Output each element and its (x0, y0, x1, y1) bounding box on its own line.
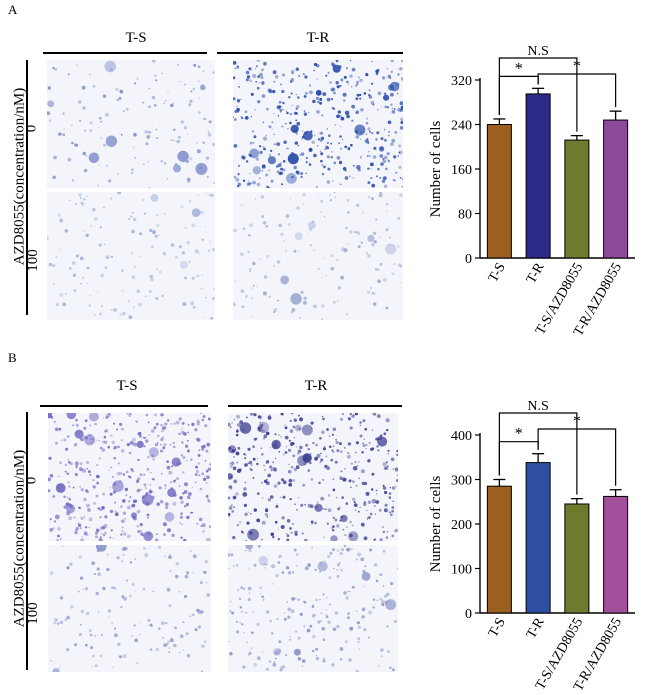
significance-label: * (573, 413, 581, 430)
y-tick-label: 160 (451, 163, 472, 178)
y-tick-label: 0 (465, 607, 472, 622)
significance-label: * (515, 426, 523, 443)
row-label-100-a: 100 (24, 249, 41, 272)
micrograph-b-ts-100 (48, 545, 211, 672)
micrograph-b-tr-0 (228, 413, 398, 541)
bar (525, 93, 551, 259)
y-axis-title: Number of cells (428, 121, 444, 218)
panel-letter-a: A (8, 2, 18, 17)
panel-letter-b: B (8, 350, 17, 365)
micrograph-b-tr-100 (228, 545, 398, 672)
col-label-tr-a: T-R (306, 30, 330, 46)
bar (564, 503, 590, 614)
x-tick-label: T-S (486, 616, 509, 641)
x-tick-label: T-R (524, 260, 548, 286)
y-axis-title: Number of cells (428, 476, 444, 573)
bar (603, 119, 629, 259)
bar (486, 485, 512, 614)
significance-label: * (515, 60, 523, 77)
y-tick-label: 400 (451, 429, 472, 444)
significance-bracket (537, 73, 617, 108)
col-rule-ts-a (43, 52, 207, 54)
col-label-ts-b: T-S (116, 378, 138, 394)
col-rule-tr-a (217, 52, 403, 54)
y-tick-label: 300 (451, 474, 472, 489)
significance-bracket (537, 428, 617, 486)
col-label-tr-b: T-R (304, 378, 328, 394)
y-tick-label: 240 (451, 119, 472, 134)
row-label-0-a: 0 (23, 124, 40, 133)
col-label-ts-a: T-S (125, 30, 147, 46)
row-rule-a (26, 60, 28, 315)
bar (564, 139, 590, 259)
y-tick-label: 80 (458, 208, 472, 223)
micrograph-a-tr-100 (233, 192, 403, 320)
micrograph-a-ts-100 (47, 192, 215, 320)
x-tick-label: T-S (486, 261, 509, 286)
significance-label: N.S (527, 44, 548, 59)
col-rule-ts-b (40, 405, 208, 407)
y-tick-label: 0 (465, 252, 472, 267)
col-rule-tr-b (228, 405, 402, 407)
significance-label: N.S (527, 399, 548, 414)
bar (486, 124, 512, 259)
y-tick-label: 200 (451, 518, 472, 533)
y-tick-label: 100 (451, 563, 472, 578)
bar (603, 495, 629, 614)
x-tick-label: T-R (524, 615, 548, 641)
bar (525, 462, 551, 614)
row-rule-b (26, 412, 28, 670)
micrograph-a-tr-0 (233, 60, 403, 188)
row-label-100-b: 100 (24, 602, 41, 625)
micrograph-b-ts-0 (48, 413, 211, 541)
row-label-0-b: 0 (23, 476, 40, 485)
y-tick-label: 320 (451, 74, 472, 89)
significance-label: * (573, 58, 581, 75)
micrograph-a-ts-0 (47, 60, 215, 188)
